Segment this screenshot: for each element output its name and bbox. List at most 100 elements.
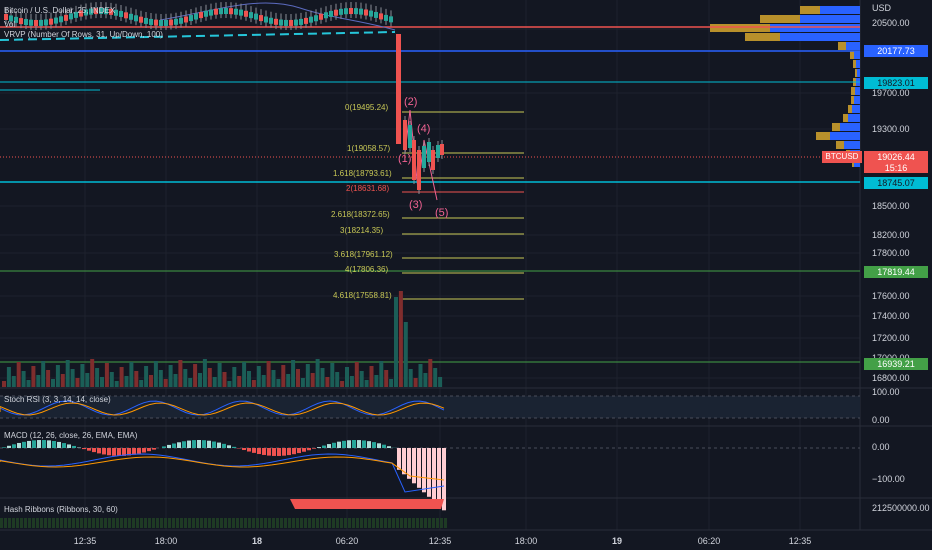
macd-histogram-bar: [267, 448, 271, 456]
hash-ribbon-dot: [344, 518, 347, 528]
volume-bar: [247, 371, 251, 387]
grid: [0, 0, 860, 530]
hash-ribbon-dot: [108, 518, 111, 528]
macd-histogram-bar: [182, 441, 186, 448]
hash-ribbon-dot: [8, 518, 11, 528]
volume-bar: [384, 370, 389, 387]
volume-bar: [90, 359, 95, 387]
vwap-dashed-line: [0, 31, 396, 41]
hash-ribbon-dot: [236, 518, 239, 528]
price-badge-20177: 20177.73: [864, 45, 928, 57]
volume-bar: [75, 378, 80, 387]
candle-body: [149, 18, 153, 25]
candle-body: [129, 13, 133, 20]
macd-histogram-bar: [262, 448, 266, 455]
volume-bars: [2, 291, 443, 387]
candle-body: [209, 9, 213, 16]
volume-bar: [158, 370, 163, 387]
volume-bar: [413, 378, 418, 387]
profile-down-row: [830, 132, 860, 140]
macd-histogram-bar: [32, 440, 36, 448]
volume-bar: [364, 380, 369, 387]
volume-bar: [315, 359, 320, 387]
profile-down-row: [854, 51, 860, 59]
volume-bar: [256, 366, 261, 387]
volume-bar: [95, 368, 100, 387]
macd-histogram-bar: [352, 440, 356, 448]
macd-histogram-bar: [127, 448, 131, 456]
hash-ribbon-dot: [340, 518, 343, 528]
macd-histogram-bar: [102, 448, 106, 455]
time-tick: 18: [251, 536, 263, 546]
volume-bar: [168, 365, 173, 387]
volume-bar: [100, 377, 104, 387]
volume-bar: [271, 370, 276, 387]
hash-ribbon-dot: [256, 518, 259, 528]
candle-body: [384, 14, 388, 21]
volume-bar: [198, 373, 202, 387]
candle-body: [19, 18, 23, 25]
hash-ribbon-dot: [52, 518, 55, 528]
candle-body: [294, 19, 298, 26]
time-tick: 19: [611, 536, 623, 546]
candle-body: [239, 9, 243, 16]
macd-histogram-bar: [62, 443, 66, 448]
hash-ribbon-dot: [132, 518, 135, 528]
macd-histogram-bar: [142, 448, 146, 453]
hash-ribbon-dot: [120, 518, 123, 528]
hash-ribbon-dot: [308, 518, 311, 528]
macd-histogram-bar: [377, 443, 381, 448]
volume-bar: [349, 376, 354, 387]
hash-ribbon-dot: [200, 518, 203, 528]
profile-up-row: [848, 105, 852, 113]
candle-body: [403, 120, 407, 150]
chart-title: Bitcoin / U.S. Dollar, 25, INDEX: [4, 6, 116, 15]
price-tick: 19300.00: [872, 124, 910, 134]
volume-bar: [300, 378, 305, 387]
candle-body: [379, 13, 383, 20]
candle-body: [224, 8, 228, 15]
time-tick: 18:00: [514, 536, 538, 546]
hash-ribbon-dot: [252, 518, 255, 528]
macd-histogram-bar: [297, 448, 301, 454]
volume-bar: [389, 379, 394, 387]
candle-body: [284, 19, 288, 26]
volume-bar: [227, 381, 232, 387]
volume-bar: [119, 367, 124, 387]
hash-ribbon-dot: [216, 518, 219, 528]
candle-body: [74, 11, 78, 18]
volume-bar: [320, 368, 325, 387]
macd-histogram-bar: [137, 448, 141, 454]
candle-body: [408, 125, 412, 148]
profile-up-row: [816, 132, 830, 140]
price-tick: 18500.00: [872, 201, 910, 211]
hash-ribbon-dot: [184, 518, 187, 528]
price-tick: 20500.00: [872, 18, 910, 28]
hash-ribbon-band: [290, 499, 444, 509]
candle-body: [389, 16, 393, 23]
candle-body: [204, 10, 208, 17]
candle-body: [431, 150, 435, 170]
hash-ribbon-dot: [352, 518, 355, 528]
hash-ribbon-dot: [12, 518, 15, 528]
price-badge-18745: 18745.07: [864, 177, 928, 189]
profile-down-row: [780, 33, 860, 41]
volume-bar: [408, 369, 413, 387]
candle-body: [144, 17, 148, 24]
wave-label-5: (5): [435, 207, 449, 219]
macd-histogram-bar: [272, 448, 276, 456]
volume-bar: [163, 379, 168, 387]
profile-down-row: [846, 42, 860, 50]
profile-up-row: [710, 24, 770, 32]
volume-bar: [242, 362, 247, 387]
hash-ribbon-dot: [164, 518, 167, 528]
macd-histogram-bar: [247, 448, 251, 452]
volume-bar: [418, 364, 423, 387]
macd-histogram-bar: [212, 441, 216, 448]
profile-down-row: [856, 60, 860, 68]
macd-histogram-bar: [52, 441, 56, 448]
hash-ribbon-dot: [360, 518, 363, 528]
macd-histogram-bar: [437, 448, 441, 506]
macd-title: MACD (12, 26, close, 26, EMA, EMA): [4, 431, 138, 440]
